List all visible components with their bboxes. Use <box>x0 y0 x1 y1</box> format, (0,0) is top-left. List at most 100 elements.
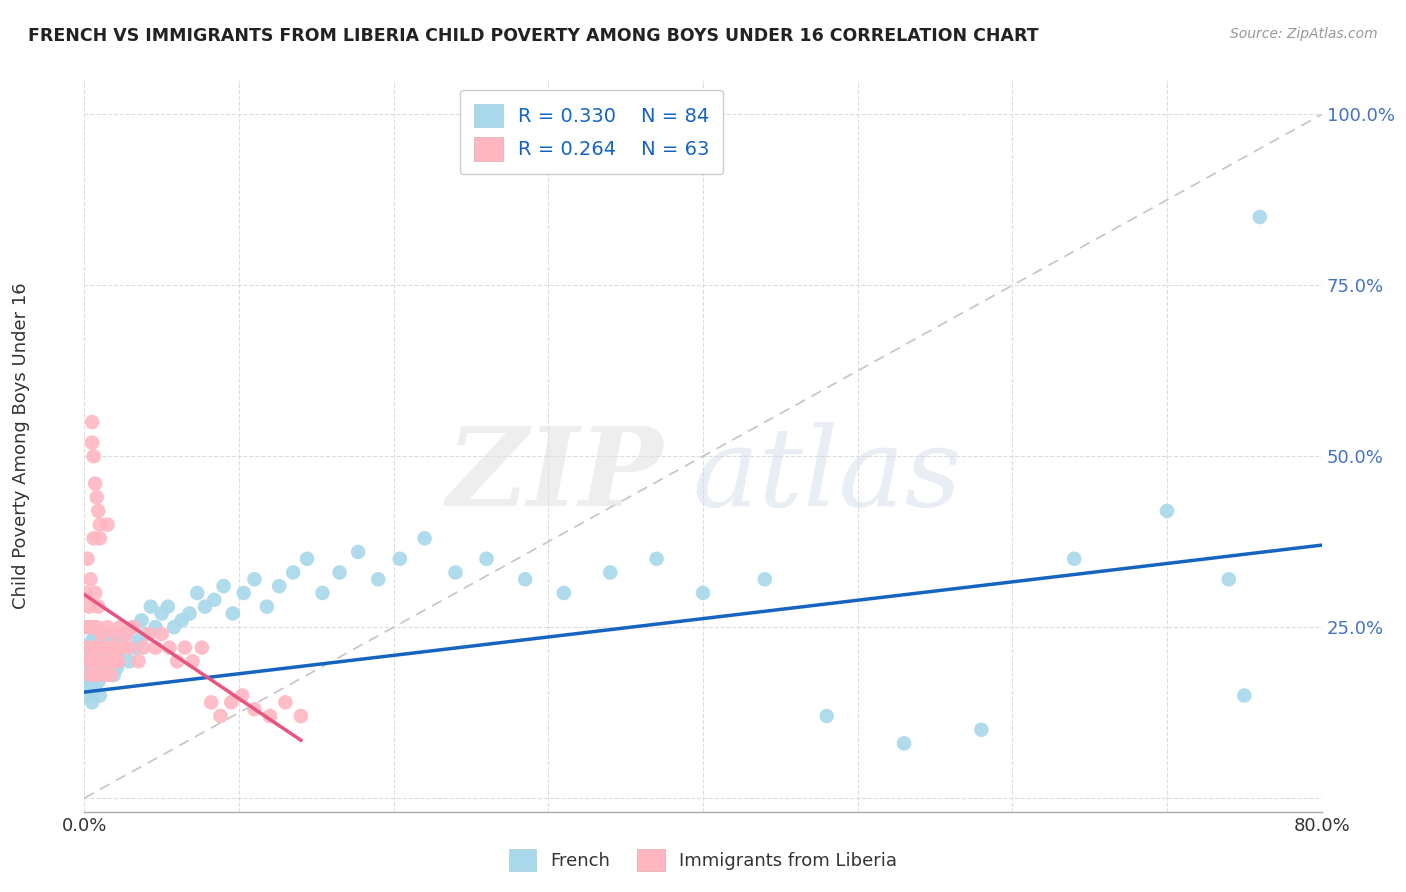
Point <box>108 620 131 634</box>
Point <box>84 681 107 696</box>
Point <box>347 545 370 559</box>
Point <box>77 599 100 614</box>
Point <box>209 709 232 723</box>
Point <box>84 627 107 641</box>
Point <box>200 695 222 709</box>
Point <box>93 668 115 682</box>
Point <box>388 551 411 566</box>
Text: Child Poverty Among Boys Under 16: Child Poverty Among Boys Under 16 <box>13 283 30 609</box>
Point <box>103 654 125 668</box>
Point <box>79 674 101 689</box>
Point <box>104 640 127 655</box>
Point <box>84 640 107 655</box>
Point <box>76 668 98 682</box>
Point <box>599 566 621 580</box>
Point <box>219 695 242 709</box>
Point <box>413 531 436 545</box>
Point <box>91 627 114 641</box>
Point <box>135 627 157 641</box>
Point <box>970 723 993 737</box>
Point <box>163 620 186 634</box>
Point <box>86 490 108 504</box>
Point <box>231 689 253 703</box>
Point <box>222 607 245 621</box>
Legend: French, Immigrants from Liberia: French, Immigrants from Liberia <box>502 842 904 879</box>
Point <box>82 620 104 634</box>
Point <box>83 531 105 545</box>
Point <box>79 668 101 682</box>
Point <box>107 648 129 662</box>
Point <box>100 633 122 648</box>
Point <box>367 572 389 586</box>
Point <box>692 586 714 600</box>
Point <box>127 654 149 668</box>
Point <box>86 668 108 682</box>
Point <box>256 599 278 614</box>
Point <box>75 689 97 703</box>
Point <box>76 551 98 566</box>
Point <box>243 702 266 716</box>
Text: FRENCH VS IMMIGRANTS FROM LIBERIA CHILD POVERTY AMONG BOYS UNDER 16 CORRELATION : FRENCH VS IMMIGRANTS FROM LIBERIA CHILD … <box>28 27 1039 45</box>
Point <box>139 599 162 614</box>
Point <box>170 613 193 627</box>
Point <box>87 599 110 614</box>
Legend: R = 0.330    N = 84, R = 0.264    N = 63: R = 0.330 N = 84, R = 0.264 N = 63 <box>460 90 723 175</box>
Point <box>132 640 155 655</box>
Point <box>96 640 118 655</box>
Point <box>89 531 111 545</box>
Point <box>90 627 112 641</box>
Point <box>754 572 776 586</box>
Point <box>290 709 312 723</box>
Point <box>82 654 104 668</box>
Point <box>82 415 104 429</box>
Point <box>475 551 498 566</box>
Point <box>269 579 291 593</box>
Point <box>104 627 127 641</box>
Point <box>79 661 101 675</box>
Point <box>77 654 100 668</box>
Point <box>101 640 124 655</box>
Point <box>105 640 128 655</box>
Point <box>98 654 121 668</box>
Point <box>82 695 104 709</box>
Point <box>89 654 111 668</box>
Point <box>122 620 145 634</box>
Point <box>82 435 104 450</box>
Point <box>145 640 167 655</box>
Point <box>232 586 254 600</box>
Point <box>181 654 204 668</box>
Point <box>94 640 117 655</box>
Point <box>1233 689 1256 703</box>
Text: Source: ZipAtlas.com: Source: ZipAtlas.com <box>1230 27 1378 41</box>
Point <box>112 640 135 655</box>
Point <box>103 668 125 682</box>
Point <box>444 566 467 580</box>
Text: ZIP: ZIP <box>446 422 662 529</box>
Point <box>83 640 105 655</box>
Point <box>150 627 173 641</box>
Point <box>107 654 129 668</box>
Point <box>79 648 101 662</box>
Point <box>1156 504 1178 518</box>
Point <box>159 640 180 655</box>
Point <box>186 586 208 600</box>
Point <box>243 572 266 586</box>
Point <box>194 599 217 614</box>
Point <box>515 572 537 586</box>
Point <box>86 620 108 634</box>
Point <box>553 586 575 600</box>
Point <box>131 613 153 627</box>
Point <box>121 620 143 634</box>
Point <box>89 517 111 532</box>
Point <box>815 709 838 723</box>
Point <box>83 654 105 668</box>
Point <box>311 586 333 600</box>
Point <box>76 640 98 655</box>
Point <box>101 654 124 668</box>
Point <box>179 607 201 621</box>
Point <box>202 592 225 607</box>
Point <box>98 648 121 662</box>
Point <box>86 661 108 675</box>
Point <box>259 709 281 723</box>
Point <box>90 668 112 682</box>
